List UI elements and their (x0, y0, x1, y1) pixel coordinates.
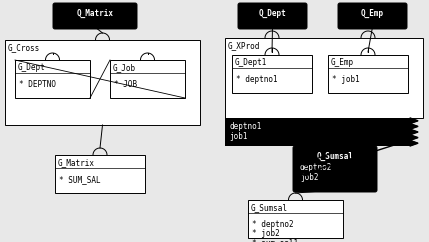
Bar (5, 40, 200, 125)
FancyBboxPatch shape (293, 146, 377, 192)
Text: G_Dept1: G_Dept1 (235, 58, 267, 67)
Bar (110, 60, 185, 98)
Bar (55, 155, 145, 193)
Bar (15, 60, 90, 98)
Text: * deptno1: * deptno1 (236, 75, 278, 84)
FancyBboxPatch shape (338, 3, 407, 29)
Text: deptno2: deptno2 (300, 163, 332, 172)
Text: * SUM_SAL: * SUM_SAL (59, 175, 101, 184)
Bar (225, 118, 410, 146)
Text: * job2: * job2 (252, 229, 280, 238)
Text: * DEPTNO: * DEPTNO (19, 80, 56, 89)
Text: job1: job1 (229, 132, 248, 141)
Text: G_Sumsal: G_Sumsal (251, 203, 288, 212)
Text: job2: job2 (300, 173, 318, 182)
Text: * job1: * job1 (332, 75, 360, 84)
Text: G_Job: G_Job (113, 63, 136, 72)
Text: G_Matrix: G_Matrix (58, 158, 95, 167)
Text: Q_Matrix: Q_Matrix (76, 9, 114, 18)
Bar (328, 55, 408, 93)
FancyBboxPatch shape (238, 3, 307, 29)
Text: deptno1: deptno1 (229, 122, 261, 131)
Text: Q_Dept: Q_Dept (259, 9, 287, 18)
Text: * JOB: * JOB (114, 80, 137, 89)
Text: Q_Sumsal: Q_Sumsal (317, 152, 353, 161)
Text: G_Dept: G_Dept (18, 63, 46, 72)
Text: * sum_sal1: * sum_sal1 (252, 238, 298, 242)
Text: G_XProd: G_XProd (228, 41, 260, 50)
Text: Q_Emp: Q_Emp (361, 9, 384, 18)
Text: G_Cross: G_Cross (8, 43, 40, 52)
Text: * deptno2: * deptno2 (252, 220, 293, 229)
Polygon shape (410, 118, 418, 146)
Text: G_Emp: G_Emp (331, 58, 354, 67)
FancyBboxPatch shape (53, 3, 137, 29)
Bar (248, 200, 343, 238)
Bar (225, 38, 423, 118)
Bar (232, 55, 312, 93)
